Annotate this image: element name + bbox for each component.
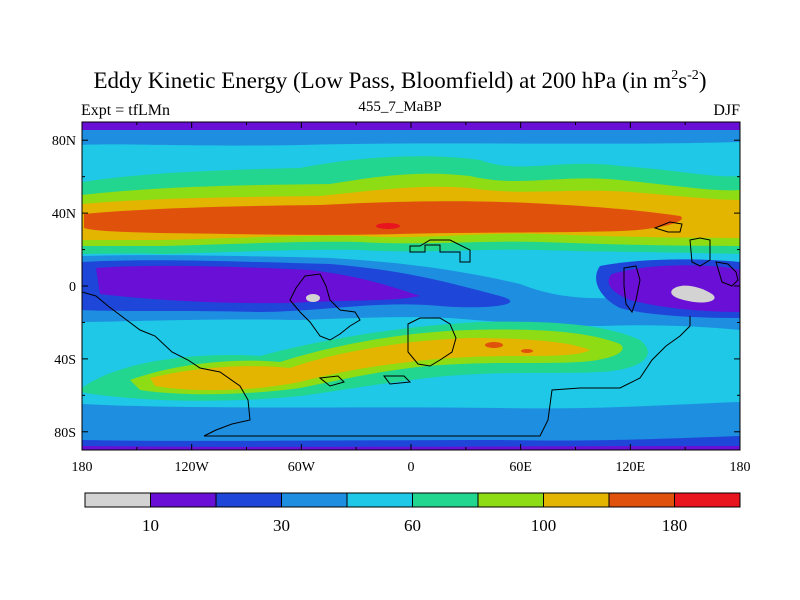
- x-axis-labels: 180 120W 60W 0 60E 120E 180: [72, 460, 751, 475]
- colorbar-label: 100: [531, 516, 557, 535]
- title-end: ): [698, 68, 707, 93]
- colorbar-label: 10: [142, 516, 159, 535]
- x-tick-label: 0: [408, 460, 415, 475]
- colorbar-swatch: [84, 492, 151, 508]
- colorbar-swatch: [608, 492, 675, 508]
- eq-min-east: [671, 285, 715, 303]
- y-tick-label: 40N: [52, 207, 76, 222]
- x-tick-label: 180: [72, 460, 93, 475]
- coastline-small-island-2: [383, 375, 412, 385]
- colorbar-swatch: [346, 492, 413, 508]
- colorbar: [84, 492, 741, 508]
- coastline-africa: [407, 317, 457, 367]
- colorbar-label: 180: [662, 516, 688, 535]
- eke-field: [82, 122, 740, 450]
- title-main: Eddy Kinetic Energy (Low Pass, Bloomfiel…: [93, 68, 672, 93]
- nh-jet-max: [376, 223, 400, 229]
- sh-max-2: [521, 349, 533, 353]
- x-tick-label: 120E: [616, 460, 646, 475]
- colorbar-swatch: [412, 492, 479, 508]
- title-superscript-1: 2: [671, 68, 679, 83]
- y-axis-labels: 80N 40N 0 40S 80S: [52, 134, 76, 441]
- x-tick-label: 120W: [175, 460, 210, 475]
- colorbar-label: 30: [273, 516, 290, 535]
- eq-min-west: [306, 294, 320, 302]
- colorbar-label: 60: [404, 516, 421, 535]
- coastline-southeast-asia: [623, 265, 641, 314]
- run-name-label: 455_7_MaBP: [358, 99, 442, 115]
- y-axis-tick-marks: [82, 139, 740, 433]
- y-tick-label: 40S: [54, 353, 76, 368]
- eq-purple-west: [96, 265, 420, 304]
- experiment-label: Expt = tfLMn: [81, 102, 171, 119]
- y-tick-label: 80S: [54, 426, 76, 441]
- season-label: DJF: [713, 102, 740, 119]
- colorbar-swatch: [150, 492, 217, 508]
- colorbar-labels: 10 30 60 100 180: [142, 516, 687, 535]
- sh-track-orange: [150, 338, 590, 391]
- x-tick-label: 60W: [288, 460, 316, 475]
- colorbar-swatch: [543, 492, 610, 508]
- colorbar-swatch: [281, 492, 348, 508]
- coastline-island-ne: [653, 221, 683, 233]
- band-north-lightblue: [82, 130, 740, 146]
- x-tick-label: 180: [730, 460, 751, 475]
- colorbar-swatch: [477, 492, 544, 508]
- coastline-antarctica-trace: [82, 291, 691, 437]
- colorbar-swatch: [674, 492, 741, 508]
- x-axis-tick-marks: [81, 122, 741, 450]
- sh-polar-lightblue: [82, 402, 740, 450]
- coastline-europe: [409, 239, 471, 263]
- coastline-south-america-n: [289, 273, 361, 341]
- land-outlines: [82, 221, 739, 437]
- title-superscript-2: -2: [687, 68, 699, 83]
- title-mid: s: [678, 68, 688, 93]
- x-tick-label: 60E: [509, 460, 532, 475]
- nh-jet-redorange: [84, 201, 682, 235]
- sh-max-1: [485, 342, 503, 348]
- colorbar-swatch: [215, 492, 282, 508]
- coastline-small-island-1: [318, 375, 345, 387]
- figure-title: Eddy Kinetic Energy (Low Pass, Bloomfiel…: [0, 68, 800, 94]
- coastline-east-asia: [689, 237, 711, 267]
- y-tick-label: 0: [69, 280, 76, 295]
- y-tick-label: 80N: [52, 134, 76, 149]
- coastline-pacific-island: [715, 261, 739, 287]
